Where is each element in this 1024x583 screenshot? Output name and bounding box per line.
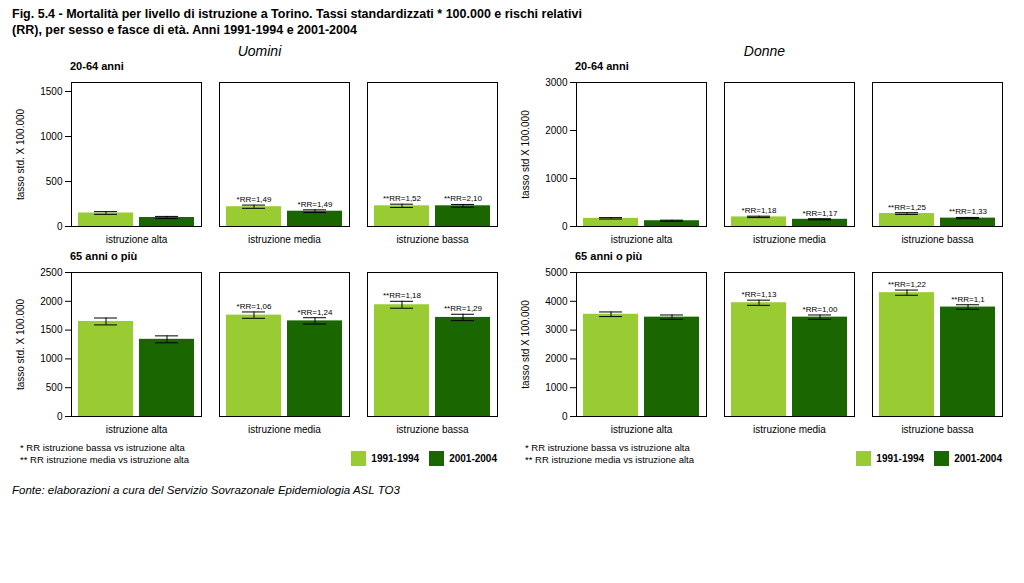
svg-text:tasso std X 100.000: tasso std X 100.000 xyxy=(520,109,531,198)
html-text:20-64 anni: 20-64 anni xyxy=(70,59,124,72)
html-text:20-64 anni: 20-64 anni xyxy=(575,59,629,72)
svg-text:500: 500 xyxy=(46,381,63,392)
html-text:Uomini: Uomini xyxy=(237,42,282,59)
svg-text:istruzione bassa: istruzione bassa xyxy=(901,233,974,244)
svg-text:1000: 1000 xyxy=(545,172,568,183)
html-text:Fig. 5.4 - Mortalità per livel: Fig. 5.4 - Mortalità per livello di istr… xyxy=(12,7,582,38)
svg-text:2000: 2000 xyxy=(40,295,63,306)
svg-text:*RR=1,24: *RR=1,24 xyxy=(298,307,333,316)
svg-text:1500: 1500 xyxy=(40,85,63,96)
svg-text:3000: 3000 xyxy=(545,76,568,87)
svg-text:0: 0 xyxy=(57,220,63,231)
svg-text:**RR=2,10: **RR=2,10 xyxy=(444,194,483,203)
html-text:65 anni o più: 65 anni o più xyxy=(70,249,138,262)
svg-text:0: 0 xyxy=(57,410,63,421)
svg-text:*RR=1,13: *RR=1,13 xyxy=(742,290,777,299)
svg-text:**RR=1,29: **RR=1,29 xyxy=(444,304,483,313)
svg-text:istruzione media: istruzione media xyxy=(753,233,826,244)
svg-text:**RR=1,25: **RR=1,25 xyxy=(888,202,927,211)
svg-text:**RR=1,1: **RR=1,1 xyxy=(951,294,985,303)
svg-text:istruzione bassa: istruzione bassa xyxy=(396,233,469,244)
svg-text:**RR=1,33: **RR=1,33 xyxy=(949,207,988,216)
svg-text:**RR=1,52: **RR=1,52 xyxy=(383,194,422,203)
svg-text:**RR=1,18: **RR=1,18 xyxy=(383,291,422,300)
html-text:1991-1994: 1991-1994 xyxy=(876,452,925,464)
svg-text:2000: 2000 xyxy=(545,353,568,364)
html-text:1991-1994: 1991-1994 xyxy=(371,452,420,464)
svg-text:istruzione bassa: istruzione bassa xyxy=(396,423,469,434)
html-text:* RR istruzione bassa vs istru: * RR istruzione bassa vs istruzione alta… xyxy=(525,441,694,466)
svg-text:tasso std. X 100.000: tasso std. X 100.000 xyxy=(15,108,26,200)
svg-text:istruzione media: istruzione media xyxy=(248,423,321,434)
svg-text:2000: 2000 xyxy=(545,124,568,135)
html-text:2001-2004: 2001-2004 xyxy=(954,452,1002,464)
svg-text:*RR=1,49: *RR=1,49 xyxy=(298,199,333,208)
svg-text:istruzione alta: istruzione alta xyxy=(611,423,673,434)
svg-text:2500: 2500 xyxy=(40,266,63,277)
html-text:Fonte: elaborazioni a cura del: Fonte: elaborazioni a cura del Servizio … xyxy=(12,483,400,496)
svg-text:1500: 1500 xyxy=(40,324,63,335)
svg-text:tasso std X 100.000: tasso std X 100.000 xyxy=(520,299,531,388)
svg-text:1000: 1000 xyxy=(40,353,63,364)
svg-text:*RR=1,00: *RR=1,00 xyxy=(803,304,838,313)
svg-text:0: 0 xyxy=(562,220,568,231)
svg-text:istruzione bassa: istruzione bassa xyxy=(901,423,974,434)
html-text:* RR istruzione bassa vs istru: * RR istruzione bassa vs istruzione alta… xyxy=(20,441,189,466)
svg-text:istruzione alta: istruzione alta xyxy=(106,423,168,434)
svg-text:5000: 5000 xyxy=(545,266,568,277)
svg-text:500: 500 xyxy=(46,175,63,186)
svg-text:**RR=1,22: **RR=1,22 xyxy=(888,280,927,289)
svg-text:3000: 3000 xyxy=(545,324,568,335)
svg-text:1000: 1000 xyxy=(545,381,568,392)
svg-text:*RR=1,17: *RR=1,17 xyxy=(803,208,838,217)
svg-text:4000: 4000 xyxy=(545,295,568,306)
svg-text:*RR=1,49: *RR=1,49 xyxy=(237,195,272,204)
svg-text:istruzione media: istruzione media xyxy=(753,423,826,434)
svg-text:*RR=1,06: *RR=1,06 xyxy=(237,301,272,310)
svg-text:*RR=1,18: *RR=1,18 xyxy=(742,206,777,215)
svg-text:0: 0 xyxy=(562,410,568,421)
svg-text:istruzione alta: istruzione alta xyxy=(611,233,673,244)
html-text:2001-2004: 2001-2004 xyxy=(449,452,497,464)
svg-text:tasso std. X 100.000: tasso std. X 100.000 xyxy=(15,298,26,390)
svg-text:istruzione alta: istruzione alta xyxy=(106,233,168,244)
svg-text:1000: 1000 xyxy=(40,130,63,141)
html-text:65 anni o più: 65 anni o più xyxy=(575,249,643,262)
svg-text:istruzione media: istruzione media xyxy=(248,233,321,244)
html-text:Donne: Donne xyxy=(743,42,786,59)
